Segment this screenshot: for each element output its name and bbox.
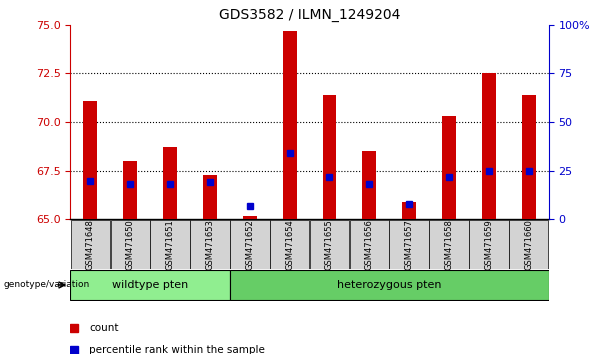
Text: wildtype pten: wildtype pten bbox=[112, 280, 188, 290]
FancyBboxPatch shape bbox=[230, 270, 549, 300]
Text: percentile rank within the sample: percentile rank within the sample bbox=[89, 346, 265, 354]
Text: GSM471655: GSM471655 bbox=[325, 219, 334, 270]
Text: GSM471659: GSM471659 bbox=[484, 219, 493, 270]
Text: heterozygous pten: heterozygous pten bbox=[337, 280, 441, 290]
Bar bbox=[482, 74, 496, 219]
FancyBboxPatch shape bbox=[429, 221, 469, 269]
FancyBboxPatch shape bbox=[70, 221, 110, 269]
Text: genotype/variation: genotype/variation bbox=[3, 280, 89, 290]
FancyBboxPatch shape bbox=[190, 221, 230, 269]
Text: count: count bbox=[89, 323, 118, 333]
FancyBboxPatch shape bbox=[70, 270, 230, 300]
Text: GSM471651: GSM471651 bbox=[166, 219, 175, 270]
Text: GSM471657: GSM471657 bbox=[405, 219, 414, 270]
FancyBboxPatch shape bbox=[389, 221, 429, 269]
Bar bbox=[322, 95, 337, 219]
FancyBboxPatch shape bbox=[150, 221, 190, 269]
FancyBboxPatch shape bbox=[349, 221, 389, 269]
Text: GSM471653: GSM471653 bbox=[205, 219, 215, 270]
FancyBboxPatch shape bbox=[509, 221, 549, 269]
FancyBboxPatch shape bbox=[230, 221, 270, 269]
Title: GDS3582 / ILMN_1249204: GDS3582 / ILMN_1249204 bbox=[219, 8, 400, 22]
Bar bbox=[123, 161, 137, 219]
Text: GSM471656: GSM471656 bbox=[365, 219, 374, 270]
Bar bbox=[442, 116, 456, 219]
Bar bbox=[243, 216, 257, 219]
Bar bbox=[83, 101, 97, 219]
Text: GSM471654: GSM471654 bbox=[285, 219, 294, 270]
FancyBboxPatch shape bbox=[310, 221, 349, 269]
Text: GSM471648: GSM471648 bbox=[86, 219, 95, 270]
Text: GSM471660: GSM471660 bbox=[524, 219, 533, 270]
FancyBboxPatch shape bbox=[110, 221, 150, 269]
Bar bbox=[163, 147, 177, 219]
Bar bbox=[283, 30, 297, 219]
Bar bbox=[203, 175, 217, 219]
Bar bbox=[522, 95, 536, 219]
Text: GSM471650: GSM471650 bbox=[126, 219, 135, 270]
Bar bbox=[402, 202, 416, 219]
Bar bbox=[362, 152, 376, 219]
Text: GSM471652: GSM471652 bbox=[245, 219, 254, 270]
FancyBboxPatch shape bbox=[270, 221, 310, 269]
FancyBboxPatch shape bbox=[469, 221, 509, 269]
Text: GSM471658: GSM471658 bbox=[444, 219, 454, 270]
